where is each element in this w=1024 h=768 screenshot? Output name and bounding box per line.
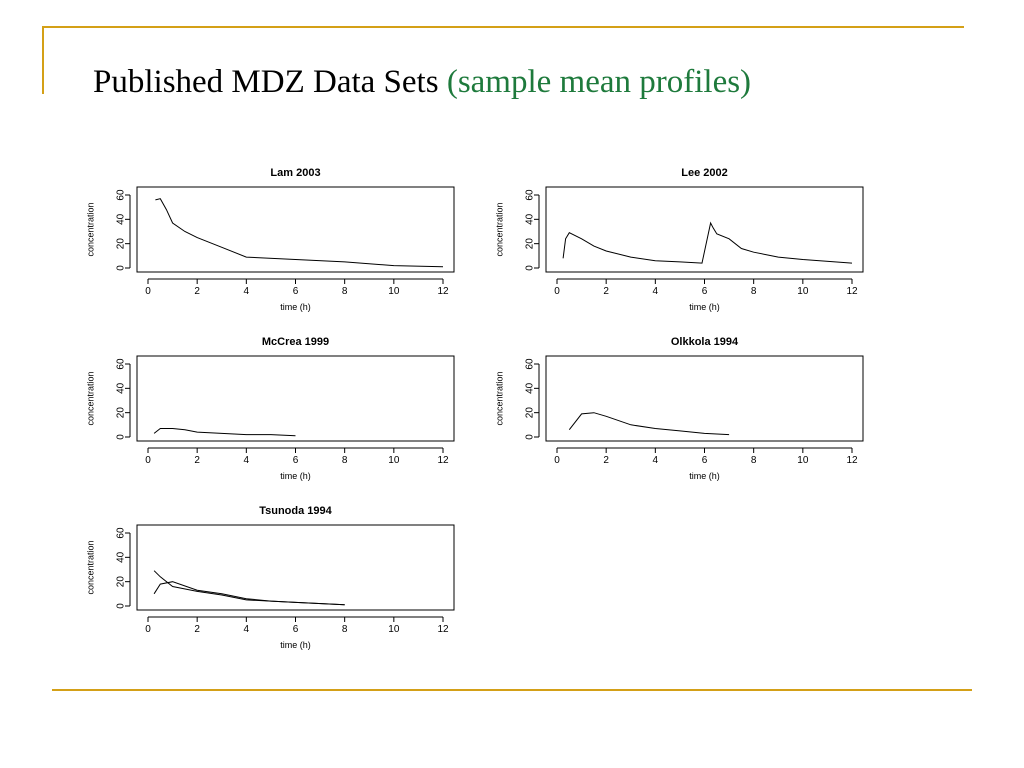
y-tick-label: 0 <box>525 265 536 271</box>
x-tick-label: 2 <box>194 624 200 635</box>
series-line <box>153 428 296 437</box>
chart-panel: McCrea 1999 0 2 4 6 8 10 12 time (h) 0 20 40 60 conce… <box>85 336 455 481</box>
x-tick-label: 6 <box>702 455 708 466</box>
x-tick-label: 12 <box>846 455 858 466</box>
y-tick-label: 20 <box>116 238 127 250</box>
x-tick-label: 8 <box>342 286 348 297</box>
y-tick-label: 60 <box>116 189 127 201</box>
y-axis-label: concentration <box>494 371 504 425</box>
x-tick-label: 8 <box>751 455 757 466</box>
series-line <box>153 570 345 606</box>
y-axis-label: concentration <box>494 202 504 256</box>
y-tick-label: 20 <box>116 576 127 588</box>
x-tick-label: 4 <box>653 286 659 297</box>
x-tick-label: 2 <box>603 455 609 466</box>
series-line <box>153 581 345 606</box>
y-tick-label: 0 <box>116 434 127 440</box>
series-line <box>562 221 853 264</box>
y-tick-label: 0 <box>525 434 536 440</box>
x-tick-label: 12 <box>846 286 858 297</box>
y-tick-label: 20 <box>116 407 127 419</box>
plot-frame <box>136 524 455 611</box>
y-tick-label: 40 <box>116 213 127 225</box>
plot-frame <box>136 186 455 273</box>
x-tick-label: 0 <box>145 624 151 635</box>
plot-frame <box>545 186 864 273</box>
y-tick-label: 0 <box>116 265 127 271</box>
x-tick-label: 4 <box>653 455 659 466</box>
y-tick-label: 60 <box>116 527 127 539</box>
y-tick-label: 40 <box>525 382 536 394</box>
y-tick-label: 40 <box>116 551 127 563</box>
chart-panel: Tsunoda 1994 0 2 4 6 8 10 12 time (h) 0 20 40 60 conc… <box>85 505 455 650</box>
x-tick-label: 12 <box>437 455 449 466</box>
x-tick-label: 6 <box>293 624 299 635</box>
x-axis-label: time (h) <box>689 471 720 481</box>
x-tick-label: 8 <box>342 455 348 466</box>
y-tick-label: 60 <box>525 358 536 370</box>
series-line <box>568 412 730 436</box>
x-tick-label: 8 <box>342 624 348 635</box>
y-axis-label: concentration <box>85 371 95 425</box>
chart-panel: Olkkola 1994 0 2 4 6 8 10 12 time (h) 0 20 40 60 conc… <box>494 336 864 481</box>
x-tick-label: 10 <box>797 455 809 466</box>
x-tick-label: 12 <box>437 624 449 635</box>
x-tick-label: 10 <box>388 286 400 297</box>
chart-panel: Lam 2003 0 2 4 6 8 10 12 time (h) 0 20 40 60 concentr… <box>85 167 455 312</box>
y-axis-label: concentration <box>85 540 95 594</box>
plot-frame <box>136 355 455 442</box>
y-tick-label: 60 <box>525 189 536 201</box>
y-tick-label: 40 <box>525 213 536 225</box>
x-tick-label: 2 <box>603 286 609 297</box>
x-tick-label: 6 <box>702 286 708 297</box>
x-tick-label: 6 <box>293 286 299 297</box>
y-tick-label: 20 <box>525 238 536 250</box>
x-tick-label: 2 <box>194 286 200 297</box>
x-tick-label: 0 <box>145 455 151 466</box>
x-tick-label: 2 <box>194 455 200 466</box>
chart-title: McCrea 1999 <box>262 336 329 348</box>
x-axis-label: time (h) <box>280 471 311 481</box>
x-tick-label: 4 <box>244 624 250 635</box>
series-line <box>155 198 444 268</box>
y-tick-label: 0 <box>116 603 127 609</box>
left-accent-rule <box>42 26 44 94</box>
x-axis-label: time (h) <box>689 302 720 312</box>
y-tick-label: 60 <box>116 358 127 370</box>
slide-title-main: Published MDZ Data Sets <box>93 64 439 100</box>
chart-title: Tsunoda 1994 <box>259 505 332 517</box>
x-tick-label: 10 <box>797 286 809 297</box>
x-axis-label: time (h) <box>280 640 311 650</box>
y-axis-label: concentration <box>85 202 95 256</box>
x-tick-label: 10 <box>388 455 400 466</box>
y-tick-label: 40 <box>116 382 127 394</box>
chart-title: Lee 2002 <box>681 167 727 179</box>
x-tick-label: 4 <box>244 455 250 466</box>
chart-panel: Lee 2002 0 2 4 6 8 10 12 time (h) 0 20 40 60 concentr… <box>494 167 864 312</box>
x-tick-label: 4 <box>244 286 250 297</box>
x-tick-label: 0 <box>145 286 151 297</box>
x-tick-label: 10 <box>388 624 400 635</box>
bottom-accent-rule <box>52 689 972 691</box>
plot-frame <box>545 355 864 442</box>
x-tick-label: 0 <box>554 286 560 297</box>
y-tick-label: 20 <box>525 407 536 419</box>
x-tick-label: 6 <box>293 455 299 466</box>
slide-title: Published MDZ Data Sets (sample mean pro… <box>93 64 751 101</box>
x-tick-label: 0 <box>554 455 560 466</box>
x-axis-label: time (h) <box>280 302 311 312</box>
top-accent-rule <box>42 26 964 28</box>
x-tick-label: 12 <box>437 286 449 297</box>
chart-title: Olkkola 1994 <box>671 336 739 348</box>
chart-title: Lam 2003 <box>270 167 320 179</box>
x-tick-label: 8 <box>751 286 757 297</box>
slide-subtitle: (sample mean profiles) <box>446 64 752 100</box>
